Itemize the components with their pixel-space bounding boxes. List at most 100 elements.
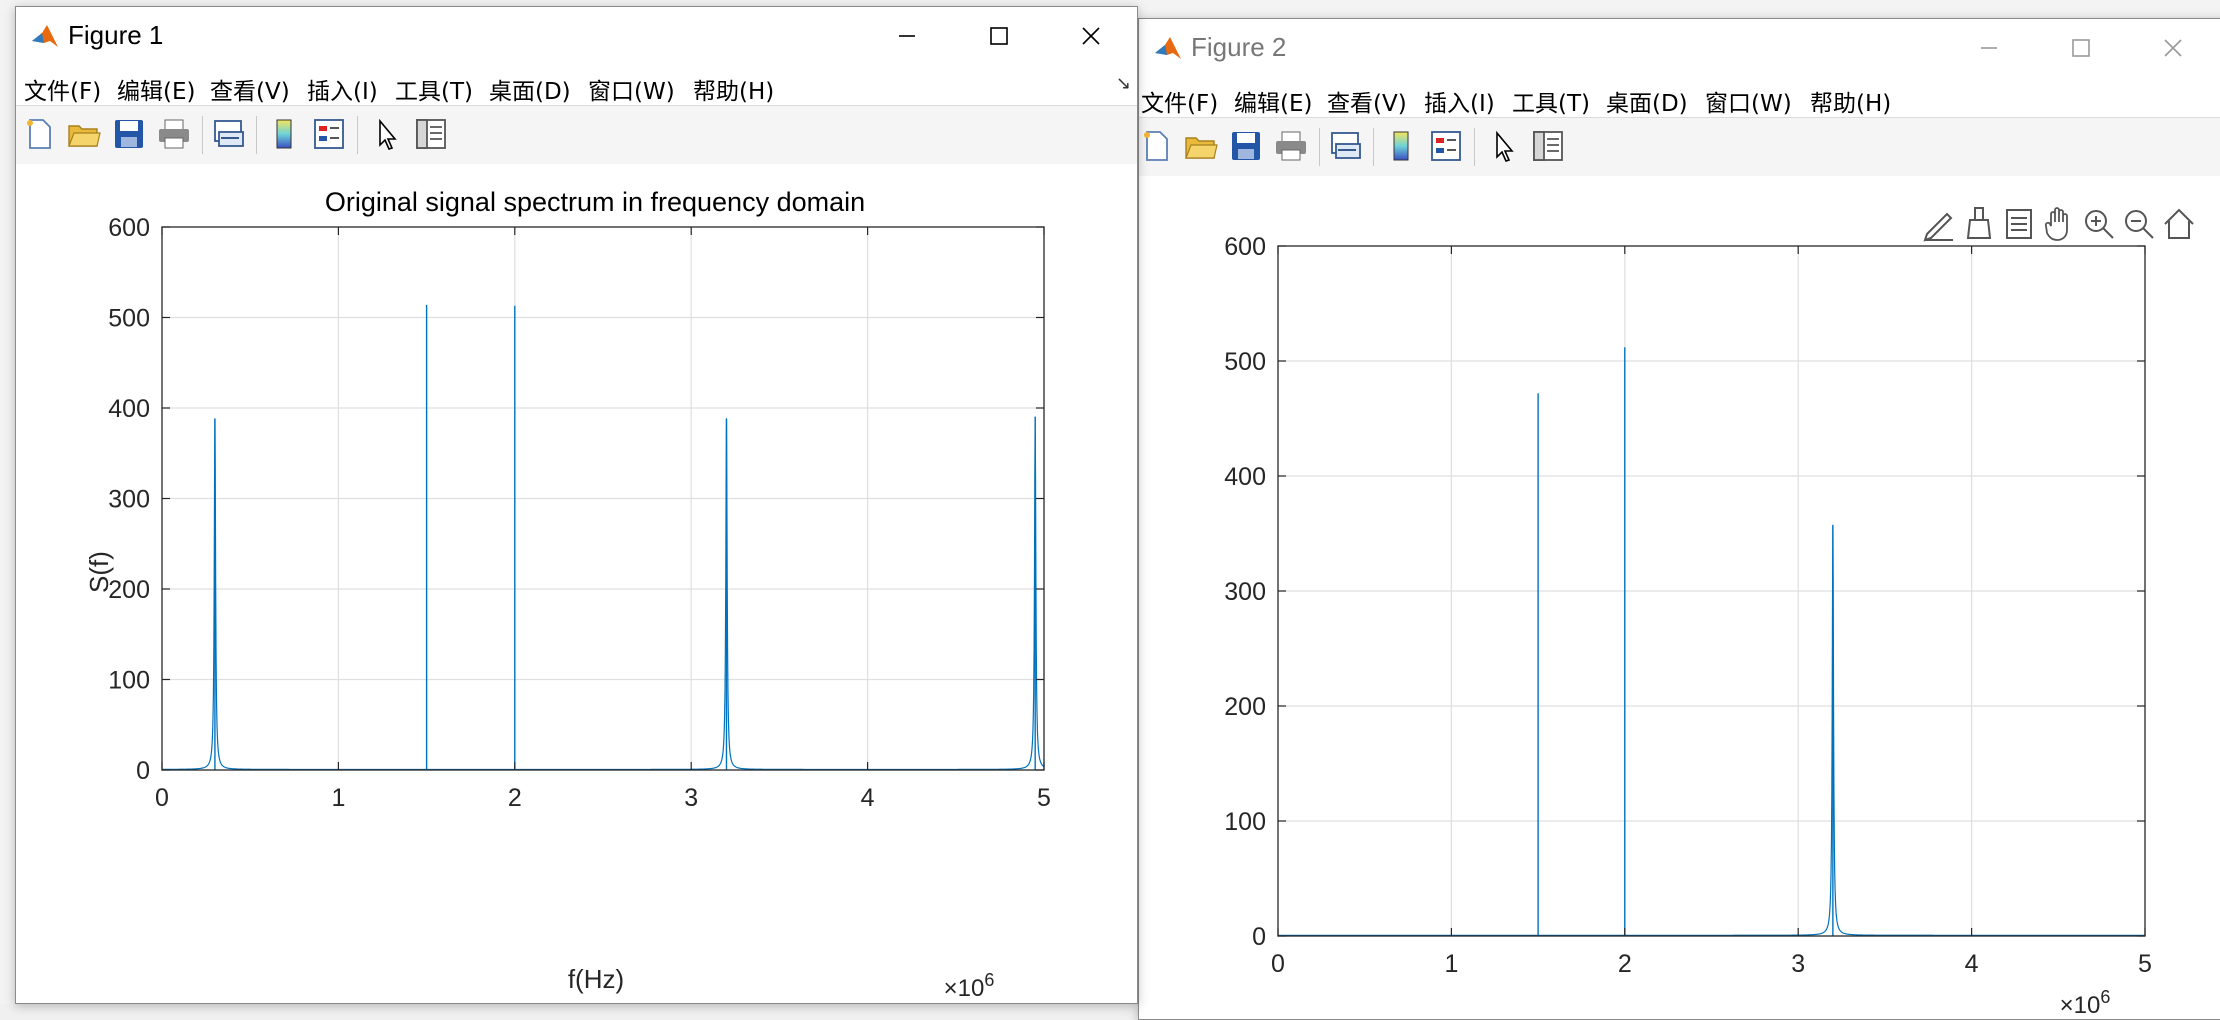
menu-insert[interactable]: 插入(I) xyxy=(307,79,378,105)
y-tick-label: 0 xyxy=(1252,923,1266,951)
close-button[interactable] xyxy=(2127,19,2219,77)
menu-window[interactable]: 窗口(W) xyxy=(1705,91,1792,117)
link-plot-icon[interactable] xyxy=(1328,128,1364,164)
y-tick-label: 300 xyxy=(108,486,150,514)
toolbar-separator xyxy=(1474,128,1475,166)
minimize-button[interactable] xyxy=(861,7,953,65)
axes-container[interactable]: ×106 0 1 2 3 4 5 0 100 200 300 400 500 600 xyxy=(1139,176,2220,1019)
plot-area: 0 1 2 3 4 5 0 100 200 300 400 500 600 xyxy=(108,214,1051,812)
save-icon[interactable] xyxy=(1228,128,1264,164)
open-file-icon[interactable] xyxy=(1183,128,1219,164)
axes-toolbar xyxy=(1921,204,2220,248)
x-tick-label: 3 xyxy=(1791,950,1805,978)
toolbar-separator xyxy=(357,116,358,154)
legend-icon[interactable] xyxy=(1428,128,1464,164)
figure-toolbar xyxy=(1139,117,2220,177)
title-bar[interactable]: Figure 1 xyxy=(16,7,1137,65)
x-tick-label: 2 xyxy=(1618,950,1632,978)
zoom-out-icon[interactable] xyxy=(2121,204,2157,244)
y-tick-label: 600 xyxy=(1224,233,1266,261)
menu-insert[interactable]: 插入(I) xyxy=(1424,91,1495,117)
menu-view[interactable]: 查看(V) xyxy=(210,79,290,105)
close-button[interactable] xyxy=(1045,7,1137,65)
legend-icon[interactable] xyxy=(311,116,347,152)
x-exponent-label: ×106 xyxy=(2060,987,2111,1019)
zoom-in-icon[interactable] xyxy=(2081,204,2117,244)
save-icon[interactable] xyxy=(111,116,147,152)
print-icon[interactable] xyxy=(156,116,192,152)
matlab-logo-icon xyxy=(30,21,60,51)
x-tick-label: 5 xyxy=(2138,950,2152,978)
chart-canvas[interactable]: Original signal spectrum in frequency do… xyxy=(16,164,1137,1003)
plot-area: 0 1 2 3 4 5 0 100 200 300 400 500 600 xyxy=(1224,233,2152,978)
y-tick-label: 200 xyxy=(1224,693,1266,721)
toolbar-separator xyxy=(1373,128,1374,166)
x-exponent-label: ×106 xyxy=(944,970,995,1002)
window-title: Figure 2 xyxy=(1191,32,1287,62)
spectrum-line xyxy=(1278,524,2145,936)
pan-icon[interactable] xyxy=(2041,204,2077,244)
open-file-icon[interactable] xyxy=(66,116,102,152)
colorbar-icon[interactable] xyxy=(266,116,302,152)
x-tick-label: 2 xyxy=(508,784,522,812)
figure-2-window[interactable]: Figure 2 文件(F) 编辑(E) 查看(V) 插入(I) 工具(T) 桌… xyxy=(1138,18,2220,1020)
minimize-button[interactable] xyxy=(1943,19,2035,77)
menu-edit[interactable]: 编辑(E) xyxy=(1234,91,1313,117)
maximize-icon xyxy=(990,27,1008,45)
dock-arrow-icon[interactable]: ↘ xyxy=(1115,73,1131,93)
menu-file[interactable]: 文件(F) xyxy=(1141,91,1219,117)
print-icon[interactable] xyxy=(1273,128,1309,164)
y-tick-label: 200 xyxy=(108,576,150,604)
data-tips-icon[interactable] xyxy=(2001,204,2037,244)
property-inspector-icon[interactable] xyxy=(1530,128,1566,164)
figure-1-window[interactable]: Figure 1 文件(F) 编辑(E) 查看(V) 插入(I) 工具(T) 桌… xyxy=(15,6,1138,1004)
new-figure-icon[interactable] xyxy=(1139,128,1174,164)
y-tick-label: 300 xyxy=(1224,578,1266,606)
menu-bar: 文件(F) 编辑(E) 查看(V) 插入(I) 工具(T) 桌面(D) 窗口(W… xyxy=(1139,77,2220,117)
menu-tools[interactable]: 工具(T) xyxy=(395,79,473,105)
chart-canvas[interactable]: ×106 0 1 2 3 4 5 0 100 200 300 400 500 600 xyxy=(1139,176,2220,1019)
menu-help[interactable]: 帮助(H) xyxy=(693,79,775,105)
menu-edit[interactable]: 编辑(E) xyxy=(117,79,196,105)
brush-edit-icon[interactable] xyxy=(1921,204,1957,244)
menu-desktop[interactable]: 桌面(D) xyxy=(489,79,571,105)
menu-tools[interactable]: 工具(T) xyxy=(1512,91,1590,117)
menu-help[interactable]: 帮助(H) xyxy=(1810,91,1892,117)
x-tick-label: 1 xyxy=(1444,950,1458,978)
edit-plot-icon[interactable] xyxy=(368,116,404,152)
colorbar-icon[interactable] xyxy=(1383,128,1419,164)
menu-window[interactable]: 窗口(W) xyxy=(588,79,675,105)
y-tick-label: 100 xyxy=(108,667,150,695)
link-plot-icon[interactable] xyxy=(211,116,247,152)
x-tick-label: 0 xyxy=(1271,950,1285,978)
x-tick-label: 0 xyxy=(155,784,169,812)
x-tick-label: 3 xyxy=(684,784,698,812)
menu-desktop[interactable]: 桌面(D) xyxy=(1606,91,1688,117)
new-figure-icon[interactable] xyxy=(21,116,57,152)
toolbar-separator xyxy=(1319,128,1320,166)
menu-file[interactable]: 文件(F) xyxy=(24,79,102,105)
y-tick-label: 400 xyxy=(1224,463,1266,491)
close-icon xyxy=(2164,39,2182,57)
x-tick-label: 5 xyxy=(1037,784,1051,812)
menu-view[interactable]: 查看(V) xyxy=(1327,91,1407,117)
property-inspector-icon[interactable] xyxy=(413,116,449,152)
y-tick-label: 500 xyxy=(108,305,150,333)
axes-container[interactable]: Original signal spectrum in frequency do… xyxy=(16,164,1137,1003)
title-bar[interactable]: Figure 2 xyxy=(1139,19,2220,77)
maximize-button[interactable] xyxy=(2035,19,2127,77)
maximize-button[interactable] xyxy=(953,7,1045,65)
home-icon[interactable] xyxy=(2161,204,2197,244)
minimize-icon xyxy=(1981,47,1997,49)
data-brush-icon[interactable] xyxy=(1961,204,1997,244)
minimize-icon xyxy=(899,35,915,37)
matlab-logo-icon xyxy=(1153,33,1183,63)
y-tick-label: 600 xyxy=(108,214,150,242)
chart-title: Original signal spectrum in frequency do… xyxy=(325,187,865,217)
close-icon xyxy=(1082,27,1100,45)
y-tick-label: 500 xyxy=(1224,348,1266,376)
y-tick-label: 0 xyxy=(136,757,150,785)
edit-plot-icon[interactable] xyxy=(1485,128,1521,164)
maximize-icon xyxy=(2072,39,2090,57)
y-axis-label: S(f) xyxy=(84,551,114,593)
